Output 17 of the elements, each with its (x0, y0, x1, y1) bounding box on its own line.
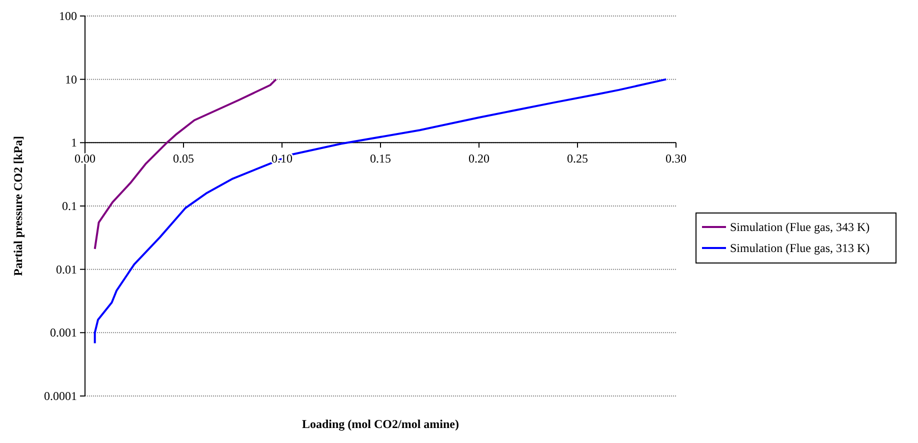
y-tick-label: 10 (65, 72, 77, 86)
x-tick-label: 0.20 (468, 152, 490, 166)
y-tick-label: 100 (59, 9, 77, 23)
legend-label: Simulation (Flue gas, 343 K) (730, 220, 870, 234)
legend-label: Simulation (Flue gas, 313 K) (730, 241, 870, 255)
y-axis-title: Partial pressure CO2 [kPa] (11, 136, 25, 276)
x-tick-label: 0.05 (173, 152, 194, 166)
y-tick-label: 0.01 (56, 262, 77, 276)
x-axis-title: Loading (mol CO2/mol amine) (302, 417, 460, 431)
x-tick-label: 0.30 (666, 152, 686, 166)
x-tick-label: 0.25 (567, 152, 588, 166)
y-tick-label: 0.1 (62, 199, 77, 213)
y-tick-label: 0.001 (50, 326, 77, 340)
x-tick-label: 0.15 (370, 152, 391, 166)
y-tick-label: 0.0001 (44, 389, 77, 403)
line-series (94, 78, 668, 344)
y-tick-label: 1 (71, 136, 77, 150)
